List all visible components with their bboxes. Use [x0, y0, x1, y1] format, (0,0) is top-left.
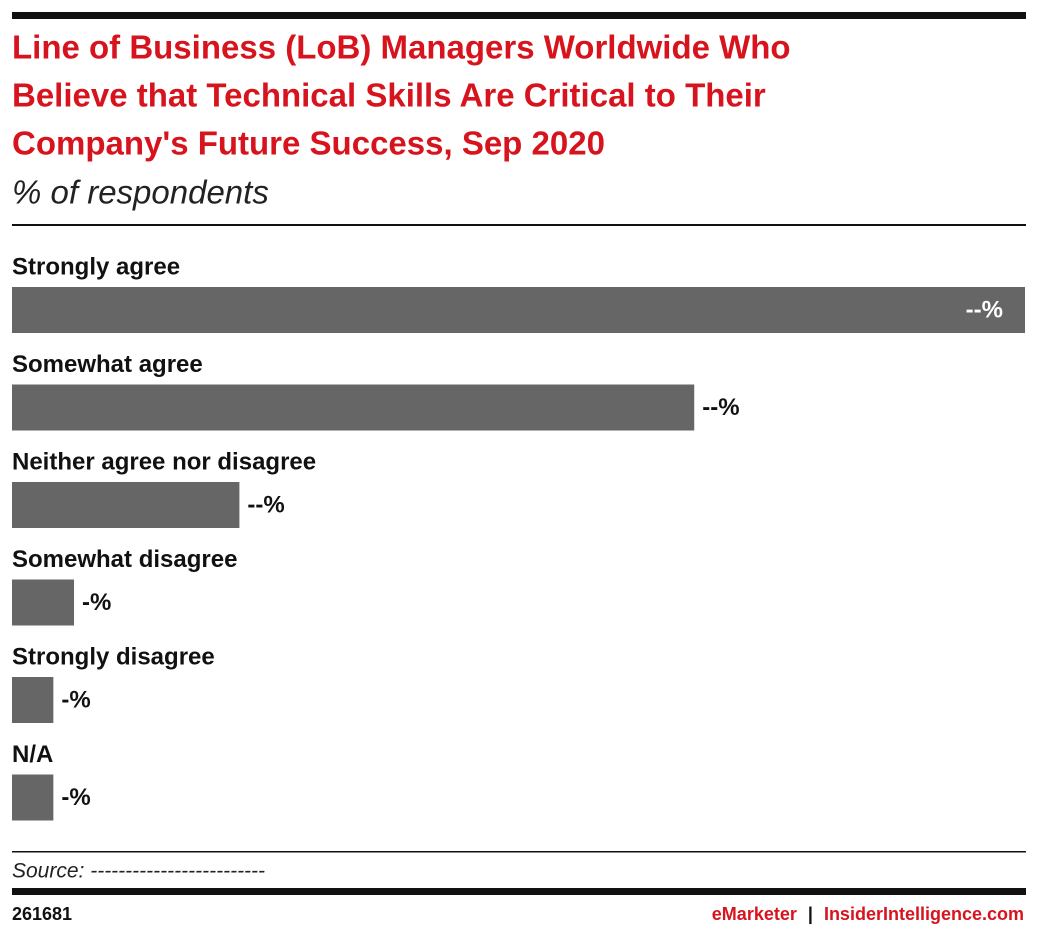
site: InsiderIntelligence.com — [824, 904, 1024, 924]
header-rule — [12, 224, 1026, 226]
chart-title-line: Company's Future Success, Sep 2020 — [12, 125, 605, 162]
bar — [12, 579, 75, 626]
bar — [12, 482, 240, 528]
footer-brands: eMarketer | InsiderIntelligence.com — [712, 904, 1024, 924]
data-label: -% — [61, 784, 90, 811]
bar — [12, 287, 1025, 333]
chart-id: 261681 — [12, 904, 72, 924]
data-label: --% — [247, 491, 284, 518]
data-label: -% — [61, 686, 90, 713]
data-label: --% — [966, 296, 1003, 323]
chart-subtitle: % of respondents — [12, 174, 269, 211]
category-label: N/A — [12, 741, 53, 768]
chart-title-line: Line of Business (LoB) Managers Worldwid… — [12, 29, 791, 66]
separator: | — [808, 904, 813, 924]
data-label: -% — [82, 589, 111, 616]
data-label: --% — [702, 394, 739, 421]
category-label: Neither agree nor disagree — [12, 448, 316, 475]
top-rule — [12, 12, 1026, 19]
brand: eMarketer — [712, 904, 797, 924]
category-label: Somewhat disagree — [12, 546, 237, 573]
chart-title-line: Believe that Technical Skills Are Critic… — [12, 77, 766, 114]
source-rule — [12, 851, 1026, 853]
bottom-rule — [12, 888, 1026, 895]
category-label: Somewhat agree — [12, 351, 203, 378]
bar — [12, 384, 695, 431]
source: Source: ------------------------- — [12, 860, 265, 883]
bar — [12, 677, 54, 723]
bar — [12, 774, 54, 821]
category-label: Strongly agree — [12, 253, 180, 280]
category-label: Strongly disagree — [12, 643, 215, 670]
